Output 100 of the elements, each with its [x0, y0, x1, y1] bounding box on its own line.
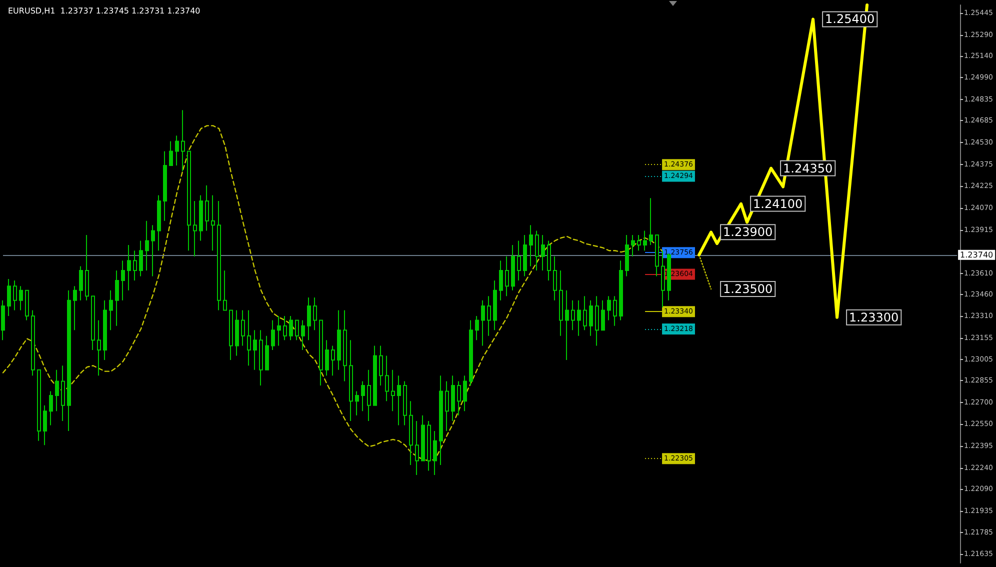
candlestick	[25, 290, 29, 321]
ref-line-label: 1.23740	[960, 250, 994, 260]
candlestick	[655, 234, 659, 277]
candlestick	[43, 404, 47, 446]
candlestick	[133, 250, 137, 281]
candlestick	[139, 240, 143, 277]
candlestick	[157, 194, 161, 252]
candlestick	[517, 240, 521, 281]
candlestick	[643, 230, 647, 252]
candlestick	[175, 135, 179, 166]
candlestick	[115, 270, 119, 326]
candlestick	[361, 380, 365, 412]
candlestick	[229, 310, 233, 360]
candlestick	[169, 140, 173, 166]
candlestick	[505, 256, 509, 297]
candlestick	[283, 315, 287, 341]
candlestick	[427, 420, 431, 472]
candlestick	[217, 200, 221, 311]
candlestick	[607, 296, 611, 321]
candlestick	[325, 340, 329, 376]
candlestick	[349, 340, 353, 422]
data-label: 1.24100	[753, 196, 803, 211]
candlestick	[163, 150, 167, 222]
candlestick	[271, 320, 275, 351]
candlestick	[649, 198, 653, 246]
candlestick	[7, 278, 11, 316]
candlestick	[571, 300, 575, 331]
candlestick	[625, 234, 629, 277]
candlestick	[97, 320, 101, 376]
candlestick	[487, 296, 491, 336]
candlestick	[535, 230, 539, 272]
candlestick	[547, 240, 551, 281]
candlestick	[499, 260, 503, 301]
candlestick	[433, 430, 437, 476]
candlestick	[529, 224, 533, 267]
data-label: 1.24350	[783, 161, 833, 176]
candlestick	[1, 300, 5, 341]
candlestick	[241, 310, 245, 346]
candlestick	[235, 310, 239, 356]
candlestick	[277, 315, 281, 346]
candlestick	[205, 184, 209, 232]
candlestick	[301, 320, 305, 351]
candlestick	[463, 375, 467, 412]
data-label: 1.23300	[849, 310, 899, 324]
candlestick	[355, 390, 359, 416]
candlestick	[73, 286, 77, 331]
candlestick	[595, 296, 599, 346]
candlestick	[415, 420, 419, 476]
candlestick	[37, 369, 41, 442]
candlestick	[265, 335, 269, 370]
candlestick	[103, 300, 107, 360]
candlestick	[67, 290, 71, 432]
candlestick	[583, 296, 587, 331]
candlestick	[481, 300, 485, 346]
data-label: 1.23900	[723, 225, 773, 240]
candlestick	[541, 234, 545, 272]
candlestick	[577, 300, 581, 336]
candlestick	[19, 286, 23, 311]
candlestick	[247, 310, 251, 366]
candlestick	[523, 234, 527, 277]
candlestick	[307, 296, 311, 341]
candlestick	[511, 244, 515, 291]
candlestick	[637, 234, 641, 252]
candlestick	[553, 256, 557, 301]
candlestick	[211, 194, 215, 252]
candlestick	[127, 244, 131, 291]
candlestick	[145, 220, 149, 272]
candlestick	[181, 110, 185, 172]
chart-title: EURUSD,H1 1.23737 1.23745 1.23731 1.23740	[8, 6, 200, 16]
candlestick	[619, 260, 623, 321]
candlestick	[109, 290, 113, 331]
candlestick	[469, 320, 473, 386]
candlestick	[457, 380, 461, 416]
candlestick	[223, 270, 227, 311]
candlestick	[397, 375, 401, 426]
candlestick	[259, 330, 263, 386]
candlestick	[613, 296, 617, 326]
candlestick	[319, 320, 323, 386]
candlestick	[409, 400, 413, 466]
candlestick	[151, 224, 155, 277]
candlestick	[367, 369, 371, 422]
candlestick	[253, 330, 257, 370]
candlestick	[589, 300, 593, 336]
candlestick	[61, 365, 65, 422]
candlestick	[289, 315, 293, 341]
candlestick	[91, 296, 95, 351]
candlestick	[631, 234, 635, 257]
candlestick	[199, 194, 203, 242]
candlestick	[79, 266, 83, 301]
data-label: 1.25400	[825, 12, 875, 26]
candlestick	[343, 310, 347, 382]
candlestick	[31, 310, 35, 376]
candlestick	[187, 150, 191, 252]
candlestick	[121, 260, 125, 301]
candlestick	[385, 355, 389, 402]
candlestick	[337, 310, 341, 370]
candlestick	[13, 280, 17, 311]
candlestick	[391, 369, 395, 412]
candlestick	[661, 250, 665, 308]
candlestick	[373, 345, 377, 406]
